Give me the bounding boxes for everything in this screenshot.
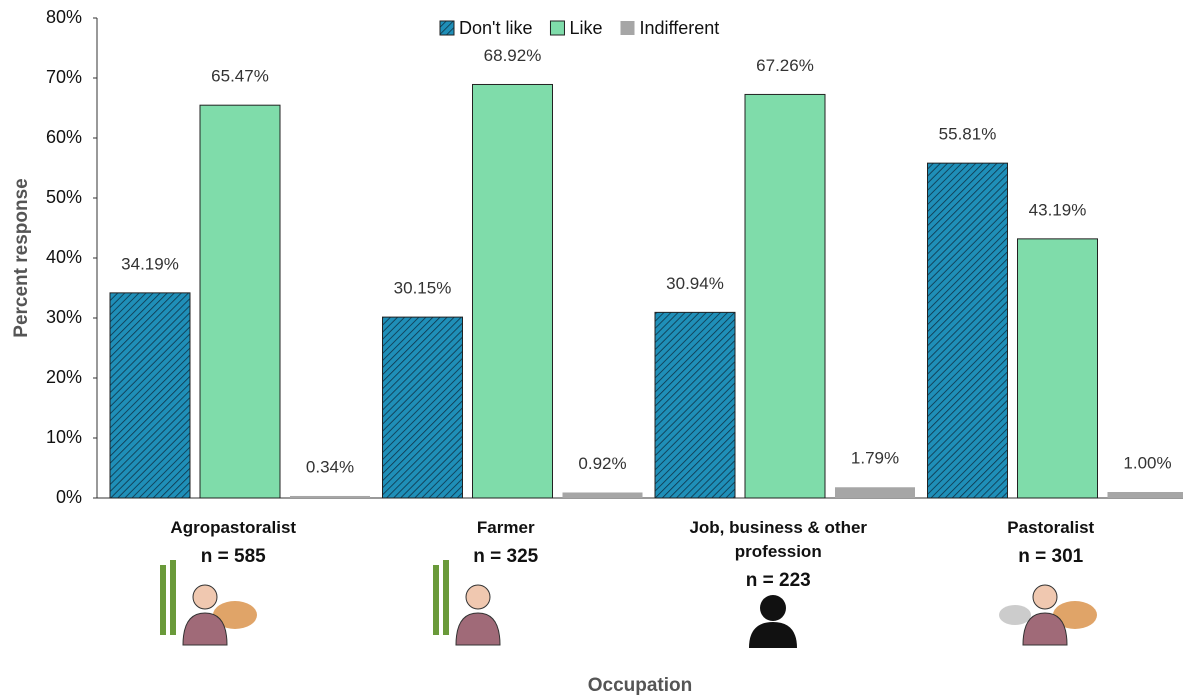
value-label: 30.15% [394,279,452,298]
y-tick-label: 0% [56,487,82,507]
value-label: 30.94% [666,274,724,293]
y-tick-label: 70% [46,67,82,87]
y-tick-label: 50% [46,187,82,207]
y-tick-label: 40% [46,247,82,267]
value-label: 0.92% [578,454,626,473]
x-axis-title: Occupation [588,675,693,696]
value-label: 0.34% [306,457,354,476]
value-label: 65.47% [211,67,269,86]
y-tick-label: 30% [46,307,82,327]
category-label: Farmer [476,518,535,537]
value-label: 67.26% [756,56,814,75]
value-label: 34.19% [121,254,179,273]
icons [160,560,1097,648]
sample-size: n = 585 [200,546,266,567]
legend-label: Like [569,18,602,38]
y-tick-label: 10% [46,427,82,447]
sample-size: n = 301 [1018,546,1084,567]
sample-size: n = 325 [473,546,539,567]
y-tick-label: 60% [46,127,82,147]
bar [472,83,553,499]
bar [1017,238,1098,499]
bar [835,487,915,498]
bar [290,495,370,498]
value-label: 1.79% [851,449,899,468]
category-label: Job, business & other profession [689,518,868,561]
y-tick-label: 20% [46,367,82,387]
bar [562,492,643,498]
sample-size: n = 223 [745,570,811,591]
bar [744,93,826,499]
bar [654,311,736,499]
y-tick-label: 80% [46,7,82,27]
bar [109,292,191,499]
value-label: 43.19% [1029,200,1087,219]
person-icon [749,595,797,648]
pastoralist-icon [999,584,1097,646]
bar [1107,492,1183,498]
category-label: Pastoralist [1007,518,1095,537]
farmer-icon [160,560,257,646]
bar [199,104,281,499]
bar [382,316,463,499]
legend-swatch [439,20,455,36]
legend-label: Don't like [459,18,532,38]
category-label: Agropastoralist [170,518,297,537]
legend-swatch [620,21,635,35]
legend-swatch [549,20,565,36]
value-label: 55.81% [939,125,997,144]
value-label: 68.92% [484,46,542,65]
legend-label: Indifferent [640,18,720,38]
bar [927,162,1008,499]
value-label: 1.00% [1123,453,1171,472]
y-axis-title: Percent response [11,178,32,337]
farmer-icon [433,560,501,646]
